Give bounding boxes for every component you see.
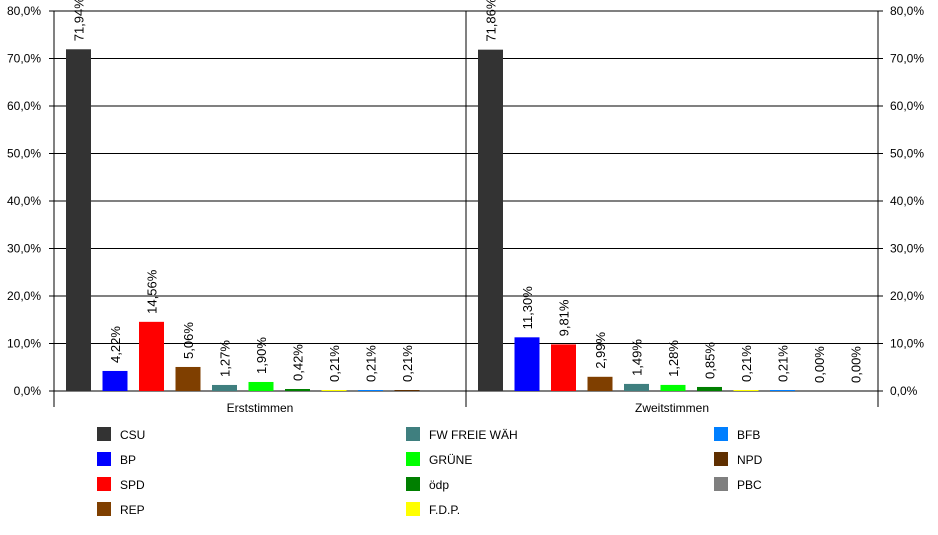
data-label: 1,90% xyxy=(254,337,269,374)
legend-swatch xyxy=(97,452,111,466)
legend-swatch xyxy=(406,427,420,441)
y-tick-label-right: 20,0% xyxy=(890,289,924,303)
y-tick-label-left: 10,0% xyxy=(7,337,41,351)
data-label: 71,94% xyxy=(72,0,87,41)
y-tick-label-right: 10,0% xyxy=(890,337,924,351)
data-label: 14,56% xyxy=(145,269,160,314)
y-tick-label-left: 80,0% xyxy=(7,4,41,18)
bar xyxy=(66,49,91,391)
y-tick-label-right: 50,0% xyxy=(890,147,924,161)
bar xyxy=(321,390,347,391)
y-tick-label-right: 0,0% xyxy=(890,384,918,398)
bar xyxy=(514,337,540,391)
data-label: 9,81% xyxy=(557,299,572,336)
legend-swatch xyxy=(714,452,728,466)
data-label: 1,49% xyxy=(630,339,645,376)
data-label: 71,86% xyxy=(484,0,499,42)
legend-label: BFB xyxy=(737,428,760,442)
category-label: Erststimmen xyxy=(227,401,294,415)
legend-swatch xyxy=(97,477,111,491)
data-label: 0,00% xyxy=(849,346,864,383)
data-label: 1,27% xyxy=(218,340,233,377)
data-label: 0,85% xyxy=(703,342,718,379)
y-tick-label-left: 30,0% xyxy=(7,242,41,256)
y-tick-label-right: 60,0% xyxy=(890,99,924,113)
data-label: 0,00% xyxy=(812,346,827,383)
legend-swatch xyxy=(406,452,420,466)
legend-label: GRÜNE xyxy=(429,453,472,467)
y-tick-label-right: 70,0% xyxy=(890,52,924,66)
y-tick-label-left: 50,0% xyxy=(7,147,41,161)
y-tick-label-left: 70,0% xyxy=(7,52,41,66)
bar xyxy=(248,381,274,391)
data-label: 0,21% xyxy=(327,345,342,382)
bar xyxy=(551,344,576,391)
bar xyxy=(139,321,164,391)
data-label: 0,42% xyxy=(291,344,306,381)
bar xyxy=(175,366,201,391)
data-label: 0,21% xyxy=(776,345,791,382)
legend-label: SPD xyxy=(120,478,145,492)
y-tick-label-left: 20,0% xyxy=(7,289,41,303)
legend-label: NPD xyxy=(737,453,763,467)
y-tick-label-right: 40,0% xyxy=(890,194,924,208)
legend-label: CSU xyxy=(120,428,145,442)
legend-swatch xyxy=(406,477,420,491)
legend-label: F.D.P. xyxy=(429,503,460,517)
data-label: 0,21% xyxy=(739,345,754,382)
data-label: 2,99% xyxy=(593,331,608,368)
y-tick-label-right: 30,0% xyxy=(890,242,924,256)
legend-swatch xyxy=(406,502,420,516)
bar xyxy=(212,384,237,391)
bar xyxy=(394,390,420,391)
y-tick-label-left: 0,0% xyxy=(14,384,42,398)
data-label: 5,06% xyxy=(181,322,196,359)
bar xyxy=(358,390,383,391)
bar xyxy=(285,389,310,391)
y-tick-label-left: 60,0% xyxy=(7,99,41,113)
legend-label: BP xyxy=(120,453,136,467)
y-tick-label-right: 80,0% xyxy=(890,4,924,18)
bar xyxy=(697,386,722,391)
bar xyxy=(587,376,613,391)
bar xyxy=(660,384,686,391)
y-tick-label-left: 40,0% xyxy=(7,194,41,208)
data-label: 0,21% xyxy=(400,345,415,382)
legend-label: ödp xyxy=(429,478,449,492)
legend-swatch xyxy=(714,427,728,441)
legend-label: PBC xyxy=(737,478,762,492)
legend-swatch xyxy=(97,427,111,441)
data-label: 1,28% xyxy=(666,340,681,377)
data-label: 0,21% xyxy=(364,345,379,382)
legend-swatch xyxy=(97,502,111,516)
legend-label: REP xyxy=(120,503,145,517)
data-label: 11,30% xyxy=(520,286,535,330)
category-label: Zweitstimmen xyxy=(635,401,709,415)
legend-swatch xyxy=(714,477,728,491)
bar xyxy=(733,390,759,391)
bar xyxy=(102,370,128,391)
data-label: 4,22% xyxy=(108,326,123,363)
bar xyxy=(624,383,649,391)
bar xyxy=(770,390,795,391)
bar xyxy=(478,49,503,391)
legend-label: FW FREIE WÄH xyxy=(429,428,518,442)
